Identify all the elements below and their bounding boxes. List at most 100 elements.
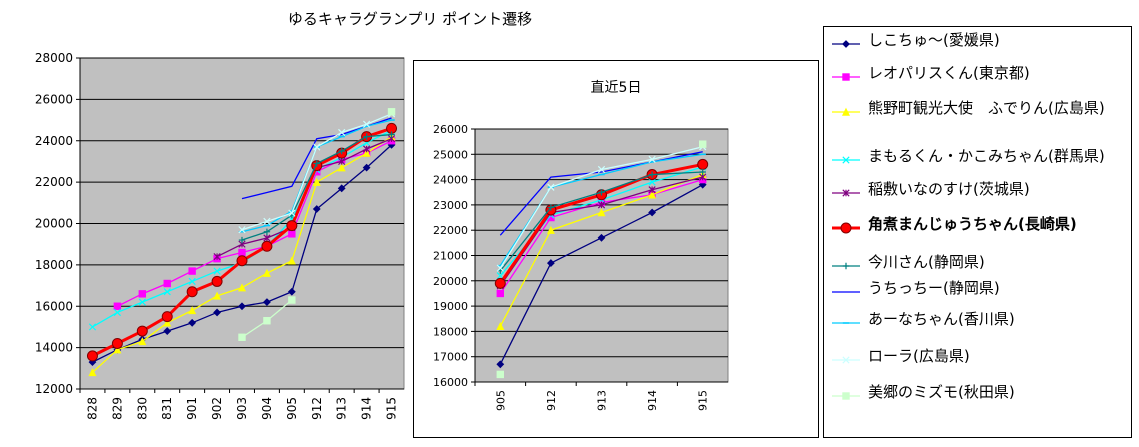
- data-point: [362, 120, 371, 128]
- data-point: [113, 302, 122, 310]
- x-tick-label: 913: [335, 397, 349, 420]
- data-point: [648, 178, 656, 186]
- y-tick-label: 18000: [35, 258, 73, 272]
- legend-label: 熊野町観光大使 ふでりん(広島県): [868, 99, 1105, 117]
- legend-marker: [842, 156, 850, 164]
- data-point: [288, 230, 296, 238]
- y-tick-label: 26000: [35, 92, 73, 106]
- series-0: [496, 180, 707, 369]
- data-point: [188, 306, 197, 315]
- series-2: [496, 170, 707, 331]
- y-tick-label: 22000: [35, 175, 73, 189]
- data-point: [547, 204, 555, 211]
- y-tick-label: 20000: [35, 217, 73, 231]
- y-tick-label: 24000: [433, 174, 468, 187]
- y-tick-label: 28000: [35, 51, 73, 65]
- data-point: [188, 318, 197, 327]
- data-point: [138, 298, 146, 306]
- data-point: [648, 208, 657, 217]
- legend-item: うちっちー(静岡県): [824, 279, 1131, 313]
- data-point: [263, 234, 271, 242]
- data-point: [88, 368, 97, 377]
- data-point: [238, 248, 246, 257]
- data-point: [362, 163, 371, 172]
- data-point: [338, 128, 346, 137]
- legend-swatch: [832, 222, 860, 234]
- data-point: [113, 308, 122, 317]
- legend-marker: [841, 107, 851, 116]
- series-6: [497, 168, 706, 274]
- x-tick-label: 902: [210, 397, 224, 420]
- data-point: [699, 140, 707, 148]
- legend-swatch: [832, 73, 860, 81]
- y-tick-label: 12000: [35, 382, 73, 396]
- data-point: [496, 370, 504, 379]
- data-point: [388, 131, 395, 138]
- series-line: [117, 140, 392, 307]
- legend-swatch: [832, 262, 860, 270]
- x-tick-label: 831: [160, 397, 174, 420]
- data-point: [496, 289, 504, 298]
- y-tick-label: 18000: [433, 325, 468, 338]
- data-point: [138, 337, 147, 346]
- y-tick-label: 21000: [433, 250, 468, 263]
- data-point: [496, 264, 504, 272]
- y-tick-label: 24000: [35, 134, 73, 148]
- data-point: [163, 327, 172, 335]
- data-point: [597, 165, 606, 174]
- data-point: [697, 158, 709, 170]
- data-point: [286, 220, 298, 232]
- x-tick-label: 829: [110, 397, 124, 420]
- data-point: [598, 189, 605, 196]
- data-point: [387, 108, 396, 116]
- data-point: [213, 252, 221, 261]
- x-tick-label: 901: [185, 397, 199, 420]
- legend-label: 角煮まんじゅうちゃん(長崎県): [868, 215, 1077, 233]
- x-tick-label: 915: [385, 397, 399, 420]
- data-point: [313, 160, 320, 167]
- y-tick-label: 22000: [433, 224, 468, 237]
- legend-swatch: [832, 107, 860, 116]
- x-tick-label: 830: [135, 397, 149, 420]
- inset-chart: 16000 17000 18000 19000 20000 21000 22000 23000…: [433, 123, 729, 411]
- x-tick-label: 915: [697, 390, 710, 411]
- data-point: [213, 267, 221, 275]
- legend-swatch: [832, 322, 860, 324]
- data-point: [313, 143, 321, 151]
- legend-marker: [842, 189, 850, 197]
- data-point: [288, 209, 296, 217]
- y-tick-label: 19000: [433, 300, 468, 313]
- series-7: [499, 151, 703, 236]
- legend-marker: [842, 392, 850, 400]
- data-point: [238, 302, 246, 311]
- x-tick-label: 903: [235, 397, 249, 420]
- data-point: [238, 236, 246, 244]
- chart-title: ゆるキャラグランプリ ポイント遷移: [287, 10, 533, 28]
- legend-label: あーなちゃん(香川県): [868, 310, 1015, 328]
- legend-marker: [842, 40, 850, 48]
- data-point: [338, 157, 346, 166]
- data-point: [111, 337, 123, 349]
- legend-item: レオパリスくん(東京都): [824, 64, 1131, 98]
- legend: しこちゅ～(愛媛県) レオパリスくん(東京都) 熊野町観光大使 ふでりん(広島県) ま…: [823, 26, 1132, 438]
- data-point: [338, 147, 345, 155]
- x-tick-label: 913: [596, 390, 609, 411]
- data-point: [262, 268, 271, 277]
- data-point: [163, 288, 171, 296]
- data-point: [546, 259, 555, 267]
- data-point: [546, 225, 555, 234]
- inset-chart-title: 直近5日: [590, 80, 642, 96]
- y-tick-label: 20000: [433, 275, 468, 288]
- legend-item: しこちゅ～(愛媛県): [824, 31, 1131, 65]
- x-tick-label: 905: [494, 390, 507, 411]
- data-point: [287, 256, 296, 265]
- x-tick-label: 912: [310, 397, 324, 420]
- y-tick-label: 17000: [433, 351, 468, 364]
- data-point: [261, 240, 273, 252]
- data-point: [363, 133, 370, 140]
- data-point: [287, 287, 296, 296]
- legend-swatch: [832, 356, 860, 364]
- data-point: [494, 277, 506, 289]
- legend-label: レオパリスくん(東京都): [868, 64, 1030, 82]
- data-point: [496, 322, 505, 331]
